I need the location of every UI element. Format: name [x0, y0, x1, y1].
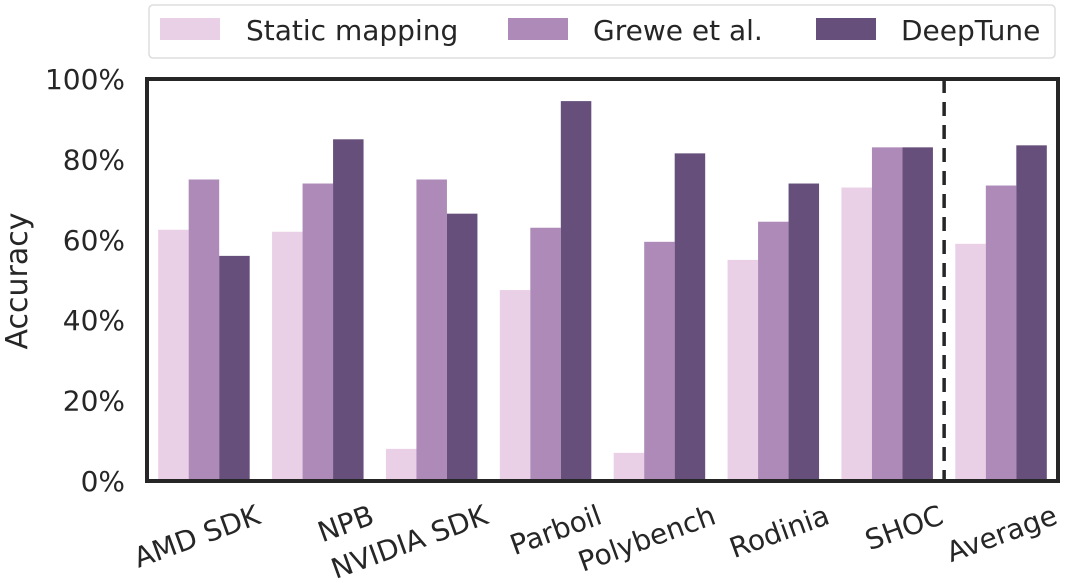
bar — [613, 452, 645, 481]
y-tick-label: 0% — [81, 465, 125, 498]
bar — [530, 227, 561, 481]
x-tick-label: Average — [942, 499, 1061, 569]
bar — [188, 179, 220, 481]
x-tick-label: AMD SDK — [130, 498, 265, 574]
bar — [788, 183, 820, 481]
legend-swatch-static-mapping — [160, 18, 220, 40]
bar — [158, 229, 189, 481]
bar — [955, 243, 986, 481]
y-tick-label: 40% — [63, 304, 125, 337]
legend-swatch-deeptune — [816, 18, 876, 40]
bar — [902, 147, 933, 481]
bar — [841, 187, 872, 482]
x-tick-label: Rodinia — [725, 499, 834, 565]
bar — [644, 241, 675, 481]
y-axis-title: Accuracy — [0, 213, 35, 350]
bar — [272, 231, 303, 481]
plot-frame — [145, 77, 1060, 483]
bar — [416, 179, 447, 481]
y-tick-label: 60% — [63, 224, 125, 257]
bar — [1016, 145, 1047, 481]
legend-swatch-grewe — [508, 18, 568, 40]
bar — [499, 290, 531, 481]
bar — [333, 139, 364, 482]
y-tick-label: 20% — [63, 385, 125, 418]
legend-label-deeptune: DeepTune — [901, 14, 1040, 47]
legend-label-grewe: Grewe et al. — [593, 14, 763, 47]
bar — [385, 448, 417, 481]
bar — [219, 255, 250, 481]
bar — [674, 153, 706, 481]
legend-label-static-mapping: Static mapping — [246, 14, 458, 47]
bar — [560, 101, 592, 482]
y-axis-ticks: 0% 20% 40% 60% 80% 100% — [45, 63, 125, 498]
y-tick-label: 100% — [45, 63, 125, 96]
bar — [871, 147, 903, 481]
x-tick-label: SHOC — [861, 499, 948, 558]
y-tick-label: 80% — [63, 143, 125, 176]
bar — [302, 183, 334, 481]
bar-marks — [158, 101, 1047, 482]
bar — [446, 213, 478, 482]
legend: Static mapping Grewe et al. DeepTune — [148, 4, 1056, 59]
bar — [985, 185, 1017, 481]
bar — [727, 259, 759, 481]
bar — [758, 221, 789, 481]
